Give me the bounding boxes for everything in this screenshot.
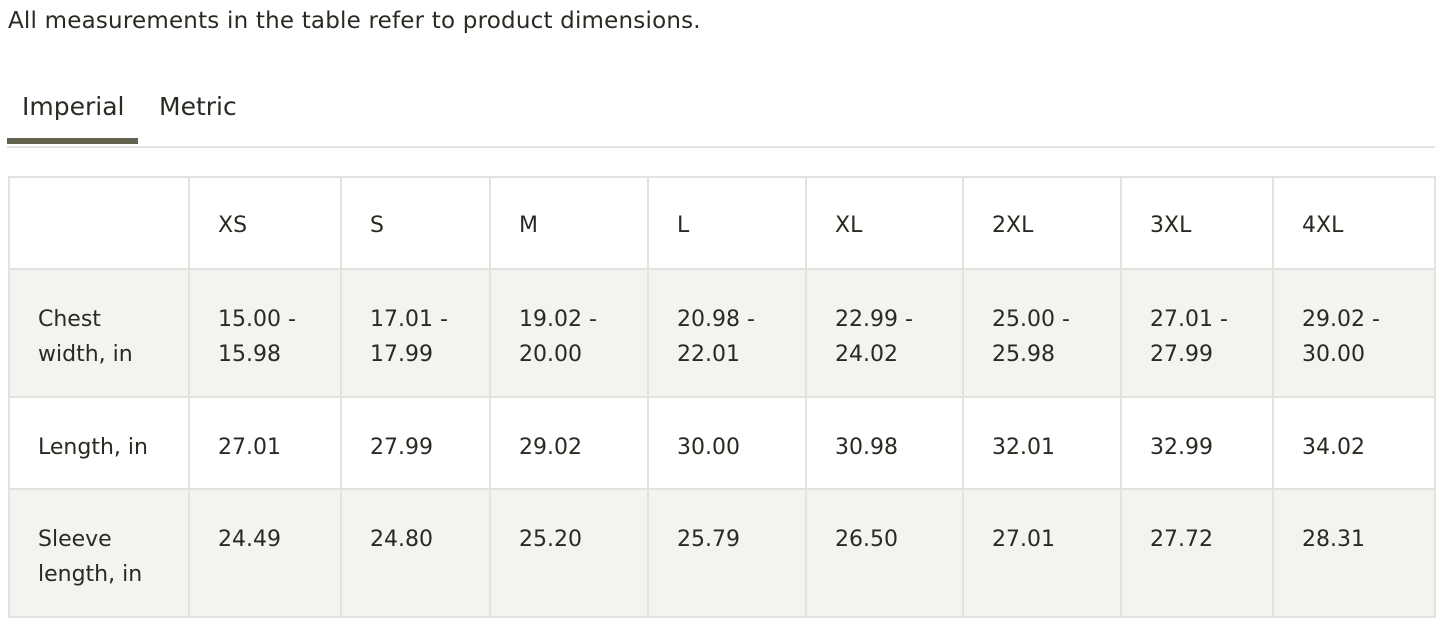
header-cell: 2XL (962, 176, 1122, 270)
value-cell: 32.99 (1120, 396, 1274, 490)
row-label: Length, in (8, 396, 190, 490)
row-label: Sleeve length, in (8, 488, 190, 618)
value-cell: 27.01 - 27.99 (1120, 268, 1274, 398)
value-cell: 24.49 (188, 488, 342, 618)
value-cell: 17.01 - 17.99 (340, 268, 491, 398)
value-cell: 27.99 (340, 396, 491, 490)
value-cell: 28.31 (1272, 488, 1436, 618)
value-cell: 27.01 (188, 396, 342, 490)
value-cell: 22.99 - 24.02 (805, 268, 964, 398)
unit-tabs: Imperial Metric (6, 88, 1435, 148)
value-cell: 34.02 (1272, 396, 1436, 490)
value-cell: 30.00 (647, 396, 807, 490)
measurement-note: All measurements in the table refer to p… (8, 8, 701, 34)
value-cell: 25.20 (489, 488, 649, 618)
header-cell: S (340, 176, 491, 270)
value-cell: 15.00 - 15.98 (188, 268, 342, 398)
header-cell: L (647, 176, 807, 270)
header-row: XS S M L XL 2XL 3XL 4XL (8, 176, 1436, 270)
tab-imperial[interactable]: Imperial (6, 92, 140, 144)
value-cell: 29.02 - 30.00 (1272, 268, 1436, 398)
header-cell: 3XL (1120, 176, 1274, 270)
value-cell: 24.80 (340, 488, 491, 618)
header-cell: 4XL (1272, 176, 1436, 270)
tab-metric[interactable]: Metric (159, 92, 237, 121)
value-cell: 25.79 (647, 488, 807, 618)
header-cell: XS (188, 176, 342, 270)
table-row: Sleeve length, in 24.49 24.80 25.20 25.79 26.… (8, 488, 1436, 618)
value-cell: 25.00 - 25.98 (962, 268, 1122, 398)
header-cell: M (489, 176, 649, 270)
header-cell: XL (805, 176, 964, 270)
table-row: Chest width, in 15.00 - 15.98 17.01 - 17.9… (8, 268, 1436, 398)
value-cell: 26.50 (805, 488, 964, 618)
value-cell: 19.02 - 20.00 (489, 268, 649, 398)
value-cell: 29.02 (489, 396, 649, 490)
value-cell: 27.01 (962, 488, 1122, 618)
header-cell (8, 176, 190, 270)
value-cell: 30.98 (805, 396, 964, 490)
row-label: Chest width, in (8, 268, 190, 398)
value-cell: 32.01 (962, 396, 1122, 490)
value-cell: 27.72 (1120, 488, 1274, 618)
table-row: Length, in 27.01 27.99 29.02 30.00 30.98 32.01… (8, 396, 1436, 490)
size-table: XS S M L XL 2XL 3XL 4XL Chest width, in 15.00 - 1… (8, 176, 1436, 618)
value-cell: 20.98 - 22.01 (647, 268, 807, 398)
